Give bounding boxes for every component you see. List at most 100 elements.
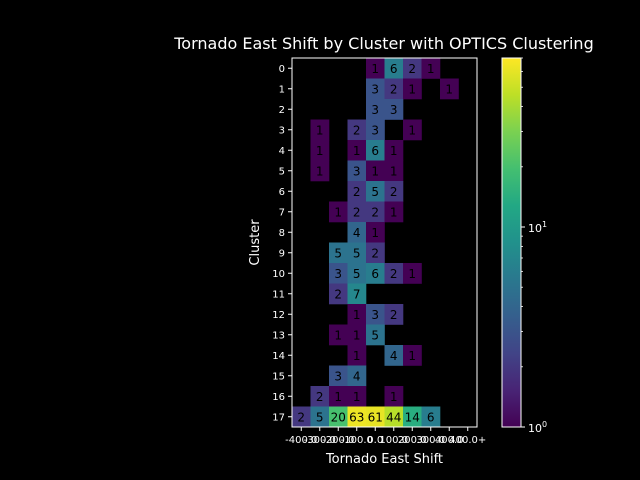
- cell-value-label: 1: [371, 164, 379, 178]
- x-tick-label: 100.0: [379, 435, 408, 446]
- heatmap-cell: [384, 78, 404, 100]
- y-tick-label: 10: [272, 269, 285, 280]
- heatmap-cell: [366, 58, 385, 79]
- cell-value-label: 2: [390, 82, 398, 96]
- cell-value-label: 1: [353, 144, 361, 158]
- heatmap-cell: [347, 386, 367, 407]
- heatmap-cell: [347, 119, 367, 141]
- x-tick-label: 0.0: [367, 435, 383, 446]
- colorbar-tick-label: 101: [528, 220, 547, 235]
- y-tick-label: 6: [279, 187, 285, 198]
- y-tick-label: 15: [272, 371, 285, 382]
- heatmap-cell: [292, 406, 311, 428]
- heatmap-cell: [347, 283, 367, 305]
- heatmap-cell: [347, 181, 367, 202]
- heatmap-cell: [366, 324, 385, 346]
- heatmap-cell: [440, 78, 459, 100]
- y-tick-label: 16: [272, 392, 285, 403]
- cell-value-label: 2: [371, 205, 379, 219]
- cell-value-label: 6: [390, 62, 398, 76]
- heatmap-cell: [384, 99, 404, 120]
- cell-value-label: 6: [427, 410, 435, 424]
- cell-value-label: 1: [390, 144, 398, 158]
- heatmap-cell: [310, 119, 330, 141]
- heatmap-cell: [366, 263, 385, 284]
- heatmap-cell: [366, 242, 385, 264]
- cell-value-label: 5: [371, 328, 379, 342]
- heatmap-cell: [384, 263, 404, 284]
- y-tick-label: 4: [279, 146, 285, 157]
- heatmap-cell: [384, 160, 404, 182]
- heatmap-cell: [384, 140, 404, 161]
- heatmap-cell: [347, 365, 367, 387]
- heatmap-cell: [347, 222, 367, 243]
- heatmap-cell: [366, 201, 385, 223]
- heatmap-cell: [347, 324, 367, 346]
- cell-value-label: 44: [386, 410, 401, 424]
- heatmap-cell: [403, 58, 422, 79]
- cell-value-label: 1: [408, 123, 416, 137]
- cell-value-label: 1: [408, 349, 416, 363]
- x-tick-label: -400.0: [285, 435, 317, 446]
- heatmap-cell: [329, 242, 348, 264]
- cell-value-label: 3: [371, 82, 379, 96]
- cell-value-label: 2: [390, 267, 398, 281]
- cell-value-label: 1: [408, 267, 416, 281]
- heatmap-cell: [329, 283, 348, 305]
- heatmap-cell: [347, 263, 367, 284]
- heatmap-cell: [310, 406, 330, 428]
- heatmap-cell: [384, 386, 404, 407]
- plot-area: 1 6 2 13 2 1 13 31 2 3 11 1 6 11 3 1 12 5 21 2 2 14 15 5 23 5 6 2 12…: [292, 58, 459, 428]
- cell-value-label: 4: [353, 226, 361, 240]
- cell-value-label: 1: [371, 62, 379, 76]
- cell-value-label: 1: [353, 349, 361, 363]
- cell-value-label: 2: [316, 390, 324, 404]
- cell-value-label: 3: [371, 103, 379, 117]
- plot-frame: [291, 57, 478, 428]
- heatmap-cell: [329, 406, 348, 428]
- cell-value-label: 3: [334, 267, 342, 281]
- cell-value-label: 6: [371, 267, 379, 281]
- x-tick-label: -300.0: [304, 435, 336, 446]
- x-axis-label: Tornado East Shift: [325, 452, 443, 467]
- cell-value-label: 4: [390, 349, 398, 363]
- chart-title: Tornado East Shift by Cluster with OPTIC…: [173, 34, 593, 53]
- heatmap-cell: [421, 58, 441, 79]
- cell-value-label: 5: [353, 267, 361, 281]
- cell-value-label: 1: [390, 205, 398, 219]
- cell-value-label: 3: [334, 369, 342, 383]
- y-tick-label: 7: [279, 207, 285, 218]
- heatmap-cell: [366, 78, 385, 100]
- heatmap-cell: [347, 345, 367, 366]
- cell-value-label: 1: [353, 390, 361, 404]
- heatmap-cell: [347, 140, 367, 161]
- heatmap-cell: [384, 345, 404, 366]
- colorbar: [501, 57, 522, 428]
- heatmap-cell: [366, 406, 385, 428]
- y-tick-label: 8: [279, 228, 285, 239]
- cell-value-label: 2: [334, 287, 342, 301]
- cell-value-label: 2: [408, 62, 416, 76]
- heatmap-cell: [403, 119, 422, 141]
- colorbar-tick-label: 100: [528, 420, 547, 435]
- y-tick-label: 2: [279, 105, 285, 116]
- heatmap-cell: [384, 406, 404, 428]
- heatmap-cell: [310, 140, 330, 161]
- y-tick-label: 12: [272, 310, 285, 321]
- cell-value-label: 2: [390, 185, 398, 199]
- cell-value-label: 5: [316, 410, 324, 424]
- heatmap-cell: [366, 99, 385, 120]
- x-tick-label: -100.0: [341, 435, 373, 446]
- cell-value-label: 5: [353, 246, 361, 260]
- heatmap-cell: [384, 58, 404, 79]
- x-axis-ticks: -400.0-300.0-200.0-100.00.0100.0200.0300…: [285, 427, 486, 446]
- heatmap-cell: [403, 345, 422, 366]
- heatmap-cell: [310, 160, 330, 182]
- cell-value-label: 1: [390, 390, 398, 404]
- heatmap-cell: [366, 140, 385, 161]
- cell-value-label: 1: [316, 144, 324, 158]
- cell-value-label: 5: [371, 185, 379, 199]
- heatmap-cell: [329, 263, 348, 284]
- cell-value-label: 6: [371, 144, 379, 158]
